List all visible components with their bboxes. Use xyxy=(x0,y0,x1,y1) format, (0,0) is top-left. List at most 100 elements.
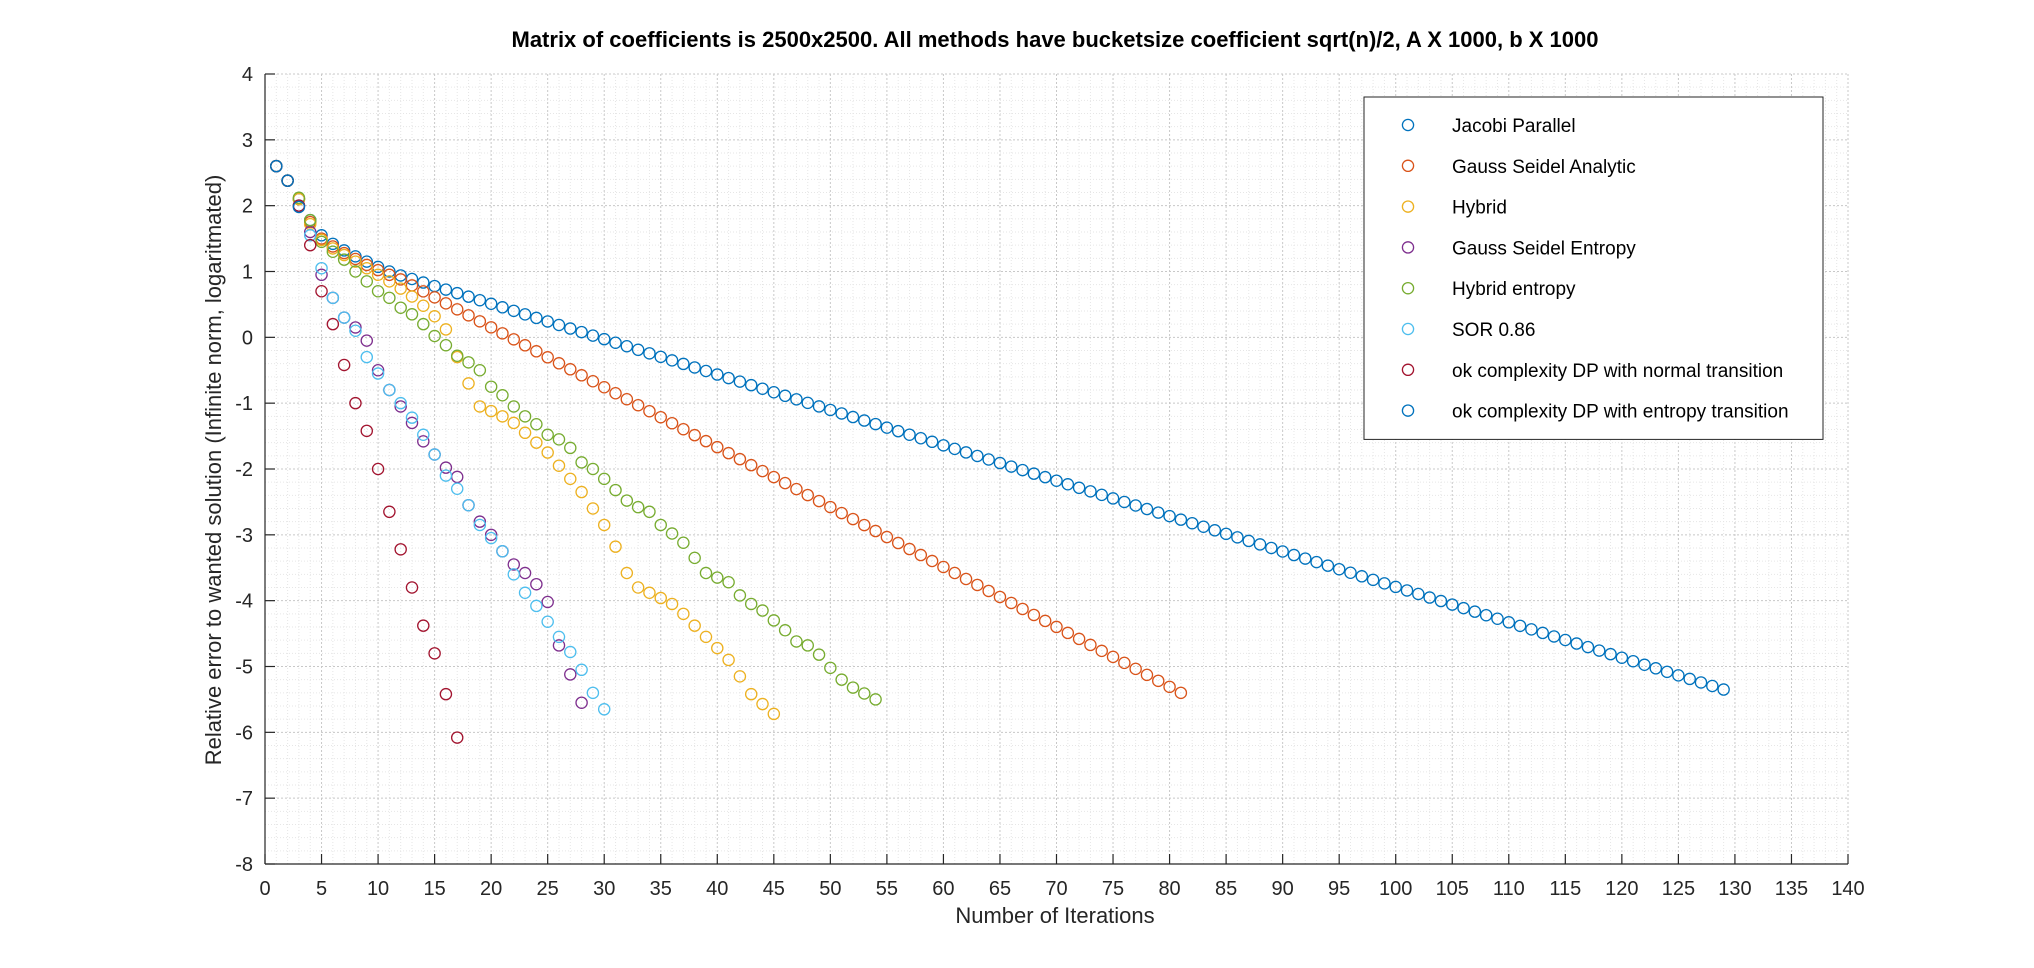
data-point xyxy=(394,396,407,410)
data-point xyxy=(971,578,984,592)
x-tick-label: 15 xyxy=(423,878,445,900)
data-point xyxy=(1208,524,1222,537)
data-point xyxy=(1129,499,1142,512)
data-point xyxy=(303,238,317,252)
data-point xyxy=(1412,587,1425,601)
data-point xyxy=(1389,580,1402,594)
data-point xyxy=(428,329,441,343)
data-point xyxy=(371,284,385,298)
data-point xyxy=(315,235,328,249)
data-point xyxy=(507,304,521,318)
data-point xyxy=(564,645,577,659)
data-point xyxy=(1423,591,1436,604)
data-point xyxy=(564,668,577,681)
data-point xyxy=(699,364,713,378)
data-point xyxy=(1694,676,1708,689)
data-point xyxy=(609,483,622,497)
legend-label: ok complexity DP with entropy transition xyxy=(1452,402,1789,423)
data-point xyxy=(733,589,747,602)
x-tick-label: 115 xyxy=(1549,878,1581,900)
data-point xyxy=(1072,632,1086,646)
data-point xyxy=(1163,509,1176,523)
data-point xyxy=(1706,679,1719,693)
legend-label: Gauss Seidel Analytic xyxy=(1452,157,1636,178)
x-tick-label: 65 xyxy=(989,878,1011,900)
data-point xyxy=(1321,559,1335,572)
data-point xyxy=(1174,513,1188,526)
data-point xyxy=(1717,683,1730,696)
data-point xyxy=(767,385,781,399)
legend-marker xyxy=(1401,118,1415,132)
data-point xyxy=(835,407,848,420)
data-point xyxy=(541,428,554,442)
data-point xyxy=(1197,520,1210,533)
data-point xyxy=(744,458,758,472)
x-tick-label: 75 xyxy=(1102,878,1124,900)
data-point xyxy=(541,446,554,459)
data-point xyxy=(914,432,928,445)
data-point xyxy=(564,441,577,455)
data-point xyxy=(1242,534,1255,548)
data-point xyxy=(292,191,306,205)
data-point xyxy=(1231,531,1244,544)
data-point xyxy=(654,350,668,364)
data-point xyxy=(315,261,328,275)
data-point xyxy=(575,369,588,382)
data-point xyxy=(824,500,837,514)
data-point xyxy=(620,392,634,406)
data-point xyxy=(428,291,441,304)
data-point xyxy=(417,299,430,312)
data-point xyxy=(1626,654,1640,668)
data-point xyxy=(835,506,848,520)
data-point xyxy=(337,253,351,266)
data-point xyxy=(597,381,611,394)
data-point xyxy=(552,459,566,472)
data-point xyxy=(790,482,803,496)
data-point xyxy=(564,472,577,486)
data-point xyxy=(530,345,543,358)
data-point xyxy=(496,327,509,340)
data-point xyxy=(281,174,294,187)
data-point xyxy=(586,375,600,388)
data-point xyxy=(530,599,543,613)
legend-marker xyxy=(1401,281,1415,295)
data-point xyxy=(869,524,882,538)
x-tick-label: 45 xyxy=(763,878,785,900)
data-point xyxy=(699,434,713,448)
data-point xyxy=(1038,470,1052,484)
data-point xyxy=(756,382,769,395)
data-point xyxy=(530,577,543,591)
series-2 xyxy=(270,159,781,721)
data-point xyxy=(959,572,973,586)
x-tick-label: 110 xyxy=(1493,878,1525,900)
data-point xyxy=(552,639,566,652)
data-point xyxy=(824,661,837,675)
x-tick-label: 95 xyxy=(1328,878,1350,900)
data-point xyxy=(360,261,374,275)
chart-title: Matrix of coefficients is 2500x2500. All… xyxy=(512,27,1599,52)
data-point xyxy=(982,453,995,466)
data-point xyxy=(688,619,701,632)
data-point xyxy=(925,554,939,568)
x-tick-label: 50 xyxy=(819,878,841,900)
data-point xyxy=(1366,573,1380,587)
data-point xyxy=(722,446,735,460)
data-point xyxy=(1672,669,1685,682)
data-point xyxy=(450,303,464,316)
data-point xyxy=(439,338,453,352)
data-point xyxy=(1525,623,1538,636)
data-point xyxy=(1468,605,1482,618)
data-point xyxy=(303,225,317,239)
x-tick-label: 40 xyxy=(706,878,728,900)
data-point xyxy=(1016,602,1029,616)
data-point xyxy=(349,265,362,278)
data-point xyxy=(1310,555,1323,569)
data-point xyxy=(1174,686,1188,700)
data-point xyxy=(428,647,441,660)
data-point xyxy=(1581,640,1595,654)
data-point xyxy=(417,276,430,289)
data-point xyxy=(270,159,283,173)
data-point xyxy=(767,470,781,484)
data-point xyxy=(507,416,521,430)
data-point xyxy=(869,693,882,706)
